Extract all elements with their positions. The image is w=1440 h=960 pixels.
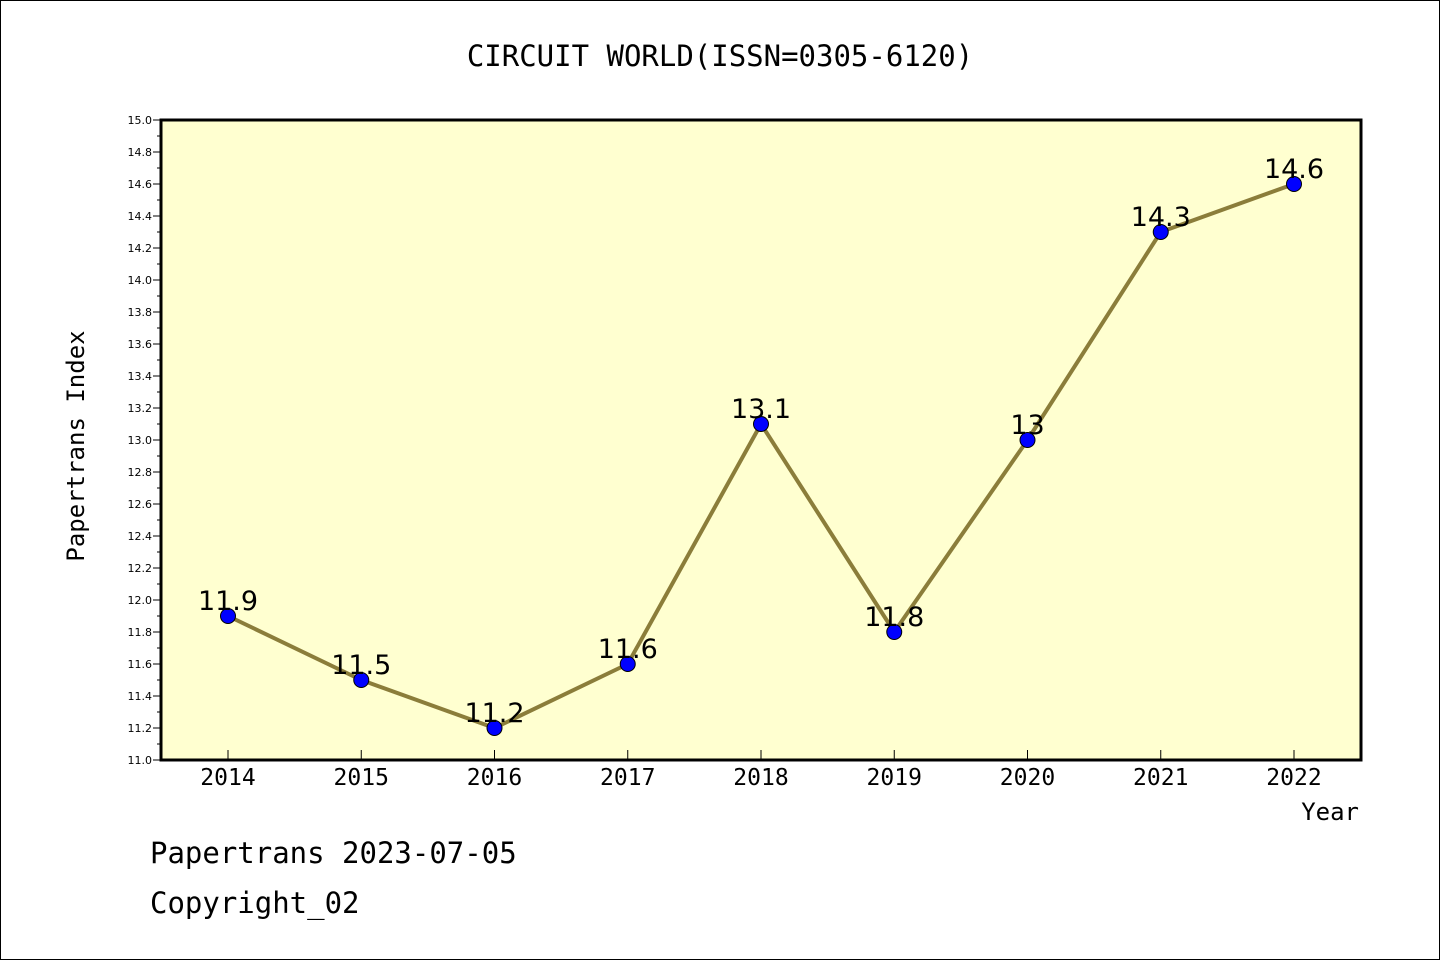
- footer-date: Papertrans 2023-07-05: [150, 836, 517, 870]
- data-point: [886, 624, 903, 640]
- x-tick-label: 2019: [867, 765, 922, 791]
- data-label: 14.6: [1264, 154, 1324, 185]
- data-label: 11.6: [598, 634, 658, 665]
- y-tick-label: 11.6: [128, 658, 153, 671]
- data-label: 13: [1010, 410, 1044, 441]
- data-point: [353, 672, 370, 688]
- chart-title: CIRCUIT WORLD(ISSN=0305-6120): [467, 39, 973, 73]
- y-tick-label: 12.2: [128, 562, 153, 575]
- y-tick-label: 15.0: [128, 114, 153, 127]
- y-tick-label: 13.0: [128, 434, 153, 447]
- x-axis: 2014 2015 2016 2017 2018 2019 2020 2021 2022: [200, 750, 1322, 791]
- data-point: [1286, 176, 1302, 192]
- x-tick-label: 2018: [733, 765, 788, 791]
- data-label: 14.3: [1131, 202, 1191, 233]
- y-tick-label: 12.8: [128, 466, 153, 479]
- footer-copyright: Copyright_02: [150, 886, 360, 920]
- y-tick-label: 11.4: [128, 690, 153, 703]
- x-axis-label: Year: [1301, 798, 1359, 826]
- data-label: 13.1: [731, 394, 791, 425]
- y-tick-label: 13.8: [128, 306, 153, 319]
- y-tick-label: 11.2: [128, 722, 153, 735]
- x-tick-label: 2017: [600, 765, 655, 791]
- data-point: [753, 416, 769, 432]
- y-tick-label: 11.8: [128, 626, 153, 639]
- y-tick-label: 14.4: [128, 210, 153, 223]
- data-point: [1019, 432, 1036, 448]
- y-tick-label: 12.0: [128, 594, 153, 607]
- data-label: 11.5: [331, 650, 391, 681]
- x-tick-label: 2020: [1000, 765, 1055, 791]
- y-tick-label: 12.4: [128, 530, 153, 543]
- data-point: [486, 720, 503, 736]
- y-tick-label: 13.4: [128, 370, 153, 383]
- data-label: 11.8: [864, 602, 924, 633]
- y-tick-label: 14.8: [128, 146, 153, 159]
- data-label: 11.2: [464, 698, 524, 729]
- data-point: [220, 608, 236, 624]
- series-layer: 11.9 11.5 11.2 11.6 13.1 11.8 13 14.3 14.6: [198, 154, 1324, 736]
- x-tick-label: 2021: [1133, 765, 1188, 791]
- y-tick-label: 12.6: [128, 498, 153, 511]
- y-tick-label: 13.2: [128, 402, 153, 415]
- y-axis: 11.0 11.2 11.4 11.6 11.8 12.0 12.2 12.4 12.6 12.8…: [128, 114, 161, 767]
- data-point: [1152, 224, 1169, 240]
- y-tick-label: 14.6: [128, 178, 153, 191]
- y-tick-label: 14.2: [128, 242, 153, 255]
- x-tick-label: 2022: [1266, 765, 1321, 791]
- y-tick-label: 14.0: [128, 274, 153, 287]
- y-tick-label: 11.0: [128, 754, 153, 767]
- x-tick-label: 2015: [334, 765, 389, 791]
- x-tick-label: 2014: [200, 765, 255, 791]
- data-point: [619, 656, 636, 672]
- data-label: 11.9: [198, 586, 258, 617]
- y-tick-label: 13.6: [128, 338, 153, 351]
- y-axis-label: Papertrans Index: [62, 330, 90, 561]
- x-tick-label: 2016: [467, 765, 522, 791]
